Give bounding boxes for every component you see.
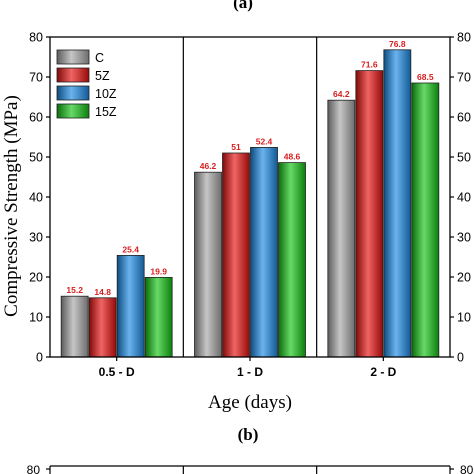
x-tick-label-1: 1 - D: [237, 365, 263, 379]
y-tick-label-right: 60: [457, 111, 471, 125]
y-tick-label-right: 10: [457, 311, 471, 325]
data-label-c-2: 64.2: [333, 89, 350, 99]
y-tick-label-left: 80: [29, 31, 43, 45]
bar-c-2: [327, 99, 356, 358]
panel-b-label: (b): [238, 425, 259, 444]
y-tick-label-right: 50: [457, 151, 471, 165]
bar-15z-0: [144, 276, 173, 358]
y-tick-label-left: 0: [36, 351, 43, 365]
panel-a-label: (a): [233, 0, 253, 12]
bar-c-1: [194, 171, 222, 358]
panel-b-tick-left: 80: [27, 463, 41, 474]
bars-layer: 15.2 14.8 25.4 19.9 46.2 51 52.4 48.6 64.2 71.6 76…: [60, 39, 440, 358]
bar-10z-0: [116, 254, 145, 358]
bar-5z-2: [355, 70, 384, 358]
y-tick-label-right: 0: [457, 351, 464, 365]
y-tick-label-left: 60: [29, 111, 43, 125]
x-tick-label-2: 2 - D: [370, 365, 396, 379]
y-tick-label-left: 10: [29, 311, 43, 325]
bar-10z-2: [383, 49, 412, 358]
data-label-5z-2: 71.6: [361, 60, 378, 70]
x-axis-title: Age (days): [208, 392, 292, 413]
bar-5z-1: [222, 152, 250, 358]
legend-label-15z: 15Z: [95, 105, 117, 119]
data-label-10z-1: 52.4: [256, 136, 273, 146]
legend-label-10z: 10Z: [95, 87, 117, 101]
legend-label-c: C: [95, 51, 104, 65]
legend-label-5z: 5Z: [95, 69, 110, 83]
data-label-15z-2: 68.5: [417, 72, 434, 82]
panel-b-tick-right: 80: [460, 463, 474, 474]
y-axis-title: Compressive Strength (MPa): [1, 95, 22, 317]
data-label-5z-0: 14.8: [94, 287, 111, 297]
y-tick-label-right: 20: [457, 271, 471, 285]
legend-swatch-5z: [56, 67, 90, 83]
bar-15z-1: [278, 162, 306, 358]
data-label-c-1: 46.2: [200, 161, 217, 171]
bar-c-0: [60, 295, 89, 358]
y-tick-label-right: 40: [457, 191, 471, 205]
x-tick-label-0: 0.5 - D: [99, 365, 135, 379]
bar-5z-0: [88, 297, 117, 358]
y-tick-label-right: 80: [457, 31, 471, 45]
data-label-15z-0: 19.9: [150, 266, 167, 276]
y-tick-label-left: 40: [29, 191, 43, 205]
data-label-10z-2: 76.8: [389, 39, 406, 49]
y-tick-label-right: 70: [457, 71, 471, 85]
data-label-5z-1: 51: [231, 142, 241, 152]
legend-swatch-10z: [56, 85, 90, 101]
y-tick-label-left: 30: [29, 231, 43, 245]
bar-15z-2: [411, 82, 440, 358]
y-tick-label-left: 50: [29, 151, 43, 165]
data-label-15z-1: 48.6: [284, 152, 301, 162]
legend-swatch-c: [56, 49, 90, 65]
bar-10z-1: [250, 146, 278, 358]
axes-layer: 0 0 10 10 20 20 30 30 40 40 50 50 60 60 70 70 80 80 0.5 - …: [29, 31, 471, 380]
y-tick-label-left: 20: [29, 271, 43, 285]
data-label-c-0: 15.2: [66, 285, 83, 295]
data-label-10z-0: 25.4: [122, 244, 139, 254]
y-tick-label-right: 30: [457, 231, 471, 245]
y-tick-label-left: 70: [29, 71, 43, 85]
legend-swatch-15z: [56, 103, 90, 119]
legend: C 5Z 10Z 15Z: [56, 49, 117, 119]
panel-b-frame: [46, 465, 454, 474]
